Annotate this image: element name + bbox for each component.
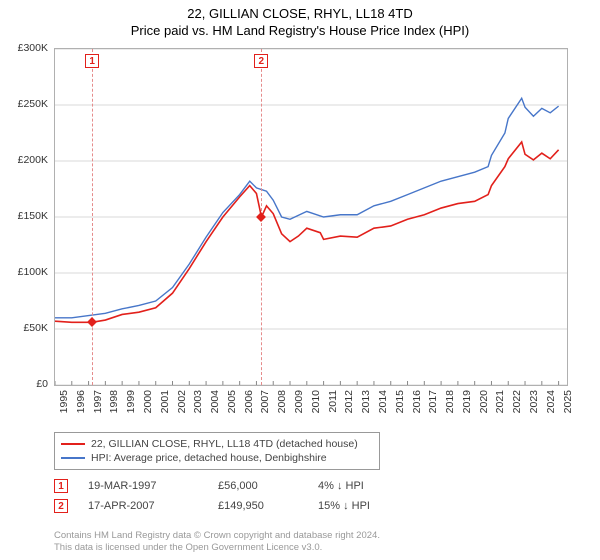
y-axis: £0£50K£100K£150K£200K£250K£300K: [0, 48, 54, 384]
y-tick-label: £200K: [18, 154, 48, 166]
legend-swatch-icon: [61, 457, 85, 459]
annotation-delta: 4% ↓ HPI: [318, 480, 398, 492]
x-tick-label: 1999: [125, 390, 137, 413]
x-tick-label: 1997: [92, 390, 104, 413]
x-tick-label: 2014: [377, 390, 389, 413]
x-tick-label: 2010: [310, 390, 322, 413]
y-tick-label: £100K: [18, 266, 48, 278]
annotation-price: £56,000: [218, 480, 298, 492]
annotation-row: 1 19-MAR-1997 £56,000 4% ↓ HPI: [54, 476, 566, 496]
x-tick-label: 2006: [243, 390, 255, 413]
sale-marker-2: 2: [254, 54, 268, 68]
x-tick-label: 2013: [360, 390, 372, 413]
x-tick-label: 2018: [444, 390, 456, 413]
annotation-delta: 15% ↓ HPI: [318, 500, 398, 512]
legend-label: 22, GILLIAN CLOSE, RHYL, LL18 4TD (detac…: [91, 438, 358, 450]
y-tick-label: £50K: [23, 322, 48, 334]
title-block: 22, GILLIAN CLOSE, RHYL, LL18 4TD Price …: [0, 0, 600, 38]
title-line-1: 22, GILLIAN CLOSE, RHYL, LL18 4TD: [0, 6, 600, 21]
x-tick-label: 2004: [209, 390, 221, 413]
legend-item: 22, GILLIAN CLOSE, RHYL, LL18 4TD (detac…: [61, 437, 373, 451]
x-tick-label: 2022: [511, 390, 523, 413]
footer-line-1: Contains HM Land Registry data © Crown c…: [54, 530, 566, 542]
sale-marker-1: 1: [85, 54, 99, 68]
x-tick-label: 2020: [478, 390, 490, 413]
legend-swatch-icon: [61, 443, 85, 445]
footer-attribution: Contains HM Land Registry data © Crown c…: [54, 530, 566, 554]
x-tick-label: 2023: [528, 390, 540, 413]
x-tick-label: 2012: [343, 390, 355, 413]
x-tick-label: 2015: [394, 390, 406, 413]
y-tick-label: £0: [36, 378, 48, 390]
annotation-marker-icon: 1: [54, 479, 68, 493]
footer-line-2: This data is licensed under the Open Gov…: [54, 542, 566, 554]
x-tick-label: 2021: [494, 390, 506, 413]
chart-plot-area: 12: [54, 48, 568, 386]
x-tick-label: 1995: [58, 390, 70, 413]
x-tick-label: 1996: [75, 390, 87, 413]
x-tick-label: 2025: [562, 390, 574, 413]
x-tick-label: 2003: [192, 390, 204, 413]
x-tick-label: 2017: [427, 390, 439, 413]
legend-label: HPI: Average price, detached house, Denb…: [91, 452, 327, 464]
annotation-date: 19-MAR-1997: [88, 480, 198, 492]
annotation-row: 2 17-APR-2007 £149,950 15% ↓ HPI: [54, 496, 566, 516]
y-tick-label: £300K: [18, 42, 48, 54]
x-tick-label: 1998: [108, 390, 120, 413]
figure-container: 22, GILLIAN CLOSE, RHYL, LL18 4TD Price …: [0, 0, 600, 560]
x-tick-label: 2016: [411, 390, 423, 413]
annotation-marker-icon: 2: [54, 499, 68, 513]
y-tick-label: £250K: [18, 98, 48, 110]
x-tick-label: 2002: [176, 390, 188, 413]
x-tick-label: 2008: [276, 390, 288, 413]
x-tick-label: 2000: [142, 390, 154, 413]
chart-svg: [55, 49, 567, 385]
x-tick-label: 2009: [293, 390, 305, 413]
series-hpi: [55, 98, 559, 318]
annotation-table: 1 19-MAR-1997 £56,000 4% ↓ HPI 2 17-APR-2007 £…: [54, 476, 566, 516]
x-tick-label: 2007: [259, 390, 271, 413]
title-line-2: Price paid vs. HM Land Registry's House …: [0, 23, 600, 38]
annotation-price: £149,950: [218, 500, 298, 512]
x-tick-label: 2024: [545, 390, 557, 413]
x-tick-label: 2001: [159, 390, 171, 413]
legend-box: 22, GILLIAN CLOSE, RHYL, LL18 4TD (detac…: [54, 432, 380, 470]
x-tick-label: 2019: [461, 390, 473, 413]
legend-item: HPI: Average price, detached house, Denb…: [61, 451, 373, 465]
sale-guideline: [92, 49, 93, 385]
x-tick-label: 2011: [327, 390, 339, 413]
annotation-date: 17-APR-2007: [88, 500, 198, 512]
x-tick-label: 2005: [226, 390, 238, 413]
y-tick-label: £150K: [18, 210, 48, 222]
